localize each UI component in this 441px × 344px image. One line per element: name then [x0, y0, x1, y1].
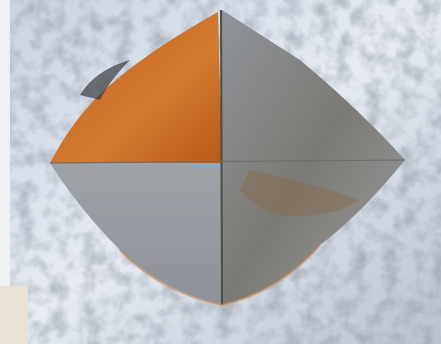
stain	[240, 170, 360, 216]
left-border	[0, 0, 10, 344]
bottom-left-face	[50, 163, 222, 305]
rim	[119, 244, 321, 307]
orange-face	[50, 12, 222, 163]
right-face	[222, 10, 405, 305]
ridge-line	[49, 159, 406, 164]
corner-patch	[0, 286, 28, 344]
ridge-line	[220, 9, 223, 306]
shadow	[80, 60, 130, 100]
